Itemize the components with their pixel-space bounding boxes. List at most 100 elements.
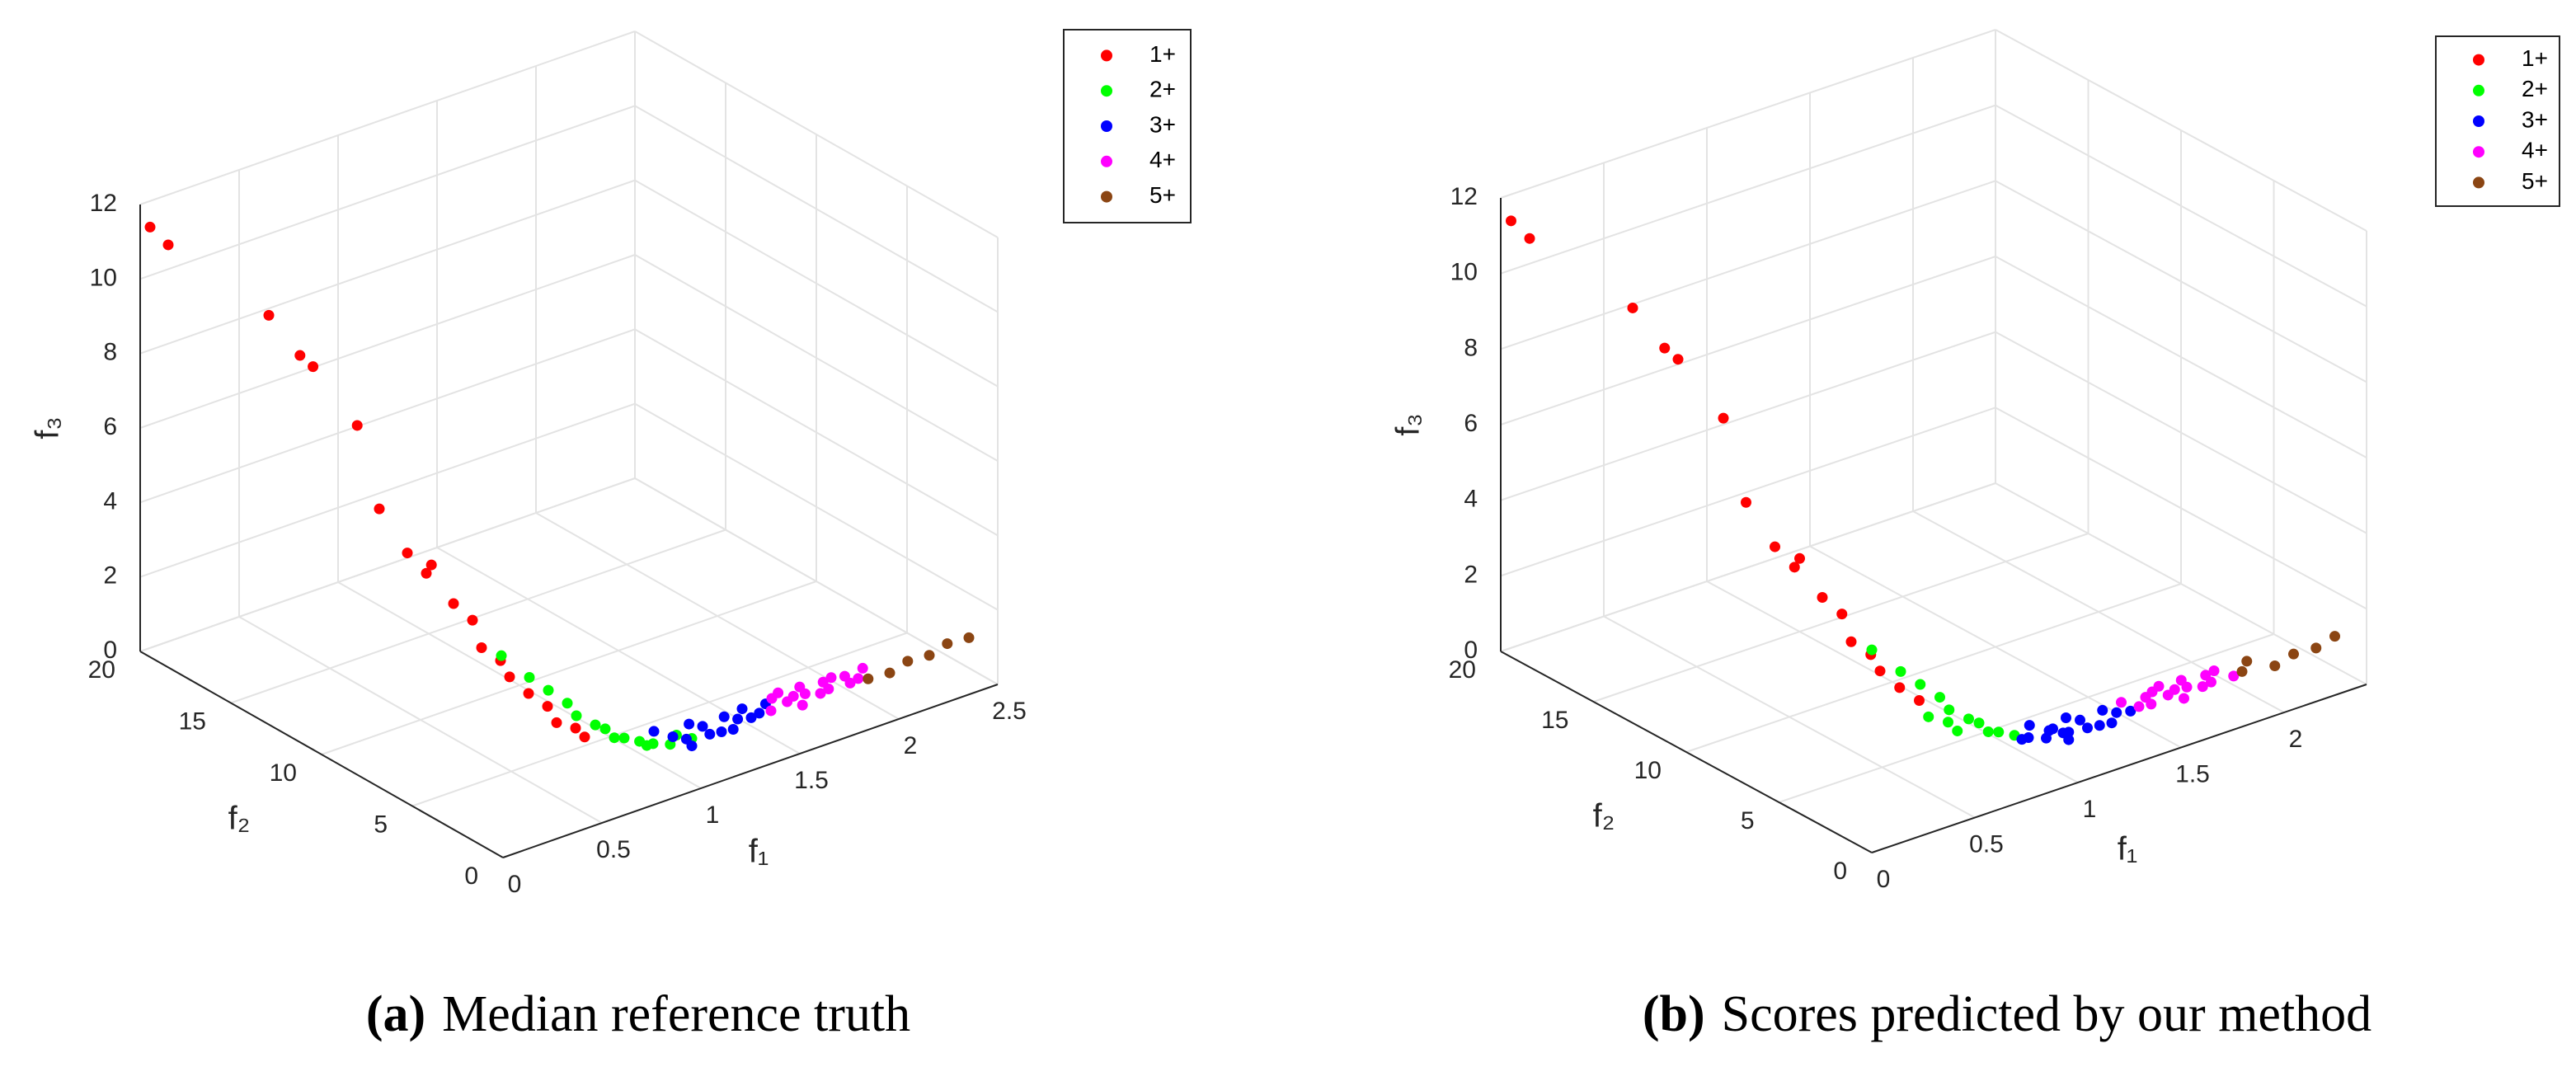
point	[425, 559, 437, 571]
axis-line	[502, 684, 999, 858]
axis-line	[1871, 684, 2367, 853]
point	[884, 667, 895, 679]
point	[2097, 704, 2108, 716]
point	[448, 598, 459, 609]
point	[1789, 562, 1800, 573]
point	[1894, 682, 1906, 693]
point	[647, 738, 659, 750]
point	[1845, 636, 1857, 647]
z-axis-label: f₃	[1390, 413, 1427, 435]
grid-line	[1500, 482, 1996, 652]
axis-line	[1500, 651, 1873, 853]
legend-marker	[1101, 155, 1112, 167]
z-tick-label: 0	[103, 637, 117, 664]
grid-line	[1995, 104, 2367, 308]
legend-marker	[1101, 49, 1112, 62]
x-tick-label: 0	[1877, 866, 1891, 893]
z-tick-label: 12	[90, 190, 117, 217]
axis-line	[139, 651, 504, 858]
grid-line	[634, 402, 999, 611]
grid-line	[634, 328, 999, 537]
grid-line	[1995, 331, 2367, 534]
z-tick-label: 2	[103, 562, 117, 590]
point	[754, 707, 765, 719]
point	[815, 688, 826, 699]
point	[2061, 712, 2071, 724]
point	[351, 420, 363, 431]
grid-line	[1779, 633, 2274, 803]
grid-line	[1995, 180, 2367, 383]
legend-label: 1+	[1149, 41, 1176, 67]
legend-marker	[2473, 115, 2484, 127]
z-tick-label: 8	[1464, 334, 1478, 361]
point	[2111, 707, 2122, 718]
y-tick-label: 0	[464, 863, 478, 890]
legend-label: 1+	[2522, 45, 2548, 71]
point	[648, 726, 660, 737]
point	[825, 672, 837, 684]
point	[542, 701, 553, 712]
point	[467, 614, 478, 626]
point	[797, 699, 808, 711]
x-tick-label: 1.5	[2175, 760, 2210, 787]
legend-label: 3+	[2522, 106, 2548, 132]
point	[2329, 631, 2340, 642]
z-tick-label: 10	[90, 264, 117, 291]
point	[902, 656, 914, 667]
point	[618, 732, 630, 744]
point	[543, 684, 554, 696]
point	[590, 719, 601, 731]
point	[2169, 684, 2180, 695]
grid-line	[139, 179, 636, 355]
point	[1506, 215, 1516, 227]
point	[263, 309, 275, 321]
point	[773, 687, 784, 698]
grid-line	[1500, 104, 1996, 275]
point	[686, 740, 698, 752]
point	[1993, 726, 2005, 738]
point	[1973, 717, 1985, 729]
point	[2288, 648, 2299, 660]
point	[924, 650, 935, 661]
grid-line	[321, 581, 817, 755]
point	[697, 721, 708, 732]
legend-label: 2+	[2522, 76, 2548, 101]
point	[1895, 665, 1906, 677]
legend-marker	[2473, 84, 2484, 96]
grid-line	[139, 31, 636, 205]
point	[727, 724, 739, 736]
point	[2228, 670, 2240, 682]
point	[504, 671, 515, 683]
caption-label: (b)	[1643, 986, 1705, 1042]
point	[787, 690, 799, 702]
point	[1866, 644, 1878, 656]
legend-marker	[2473, 54, 2484, 66]
point	[1817, 591, 1828, 603]
point	[2241, 656, 2253, 667]
point	[2208, 665, 2220, 676]
z-tick-label: 6	[103, 413, 117, 440]
point	[1770, 541, 1780, 552]
legend-label: 4+	[2522, 138, 2548, 163]
point	[2175, 675, 2187, 686]
point	[2094, 720, 2105, 731]
y-tick-label: 5	[1741, 807, 1755, 834]
z-tick-label: 2	[1464, 561, 1478, 588]
point	[857, 662, 868, 674]
caption-text: Median reference truth	[442, 986, 910, 1042]
y-axis-label: f₂	[228, 801, 251, 837]
grid-line	[139, 477, 636, 652]
y-tick-label: 0	[1833, 858, 1847, 885]
caption-label: (a)	[366, 986, 425, 1042]
panel: 00.511.5205101520024681012f₁f₂f₃1+2+3+4+…	[1390, 29, 2560, 1042]
x-tick-label: 2.5	[992, 698, 1027, 725]
caption-text: Scores predicted by our method	[1722, 986, 2372, 1042]
point	[523, 688, 534, 699]
y-tick-label: 10	[270, 759, 297, 787]
y-axis-label: f₂	[1593, 798, 1615, 834]
point	[2310, 642, 2322, 654]
point	[570, 722, 581, 734]
legend-label: 5+	[1149, 182, 1176, 208]
point	[963, 632, 975, 643]
point	[551, 717, 562, 728]
